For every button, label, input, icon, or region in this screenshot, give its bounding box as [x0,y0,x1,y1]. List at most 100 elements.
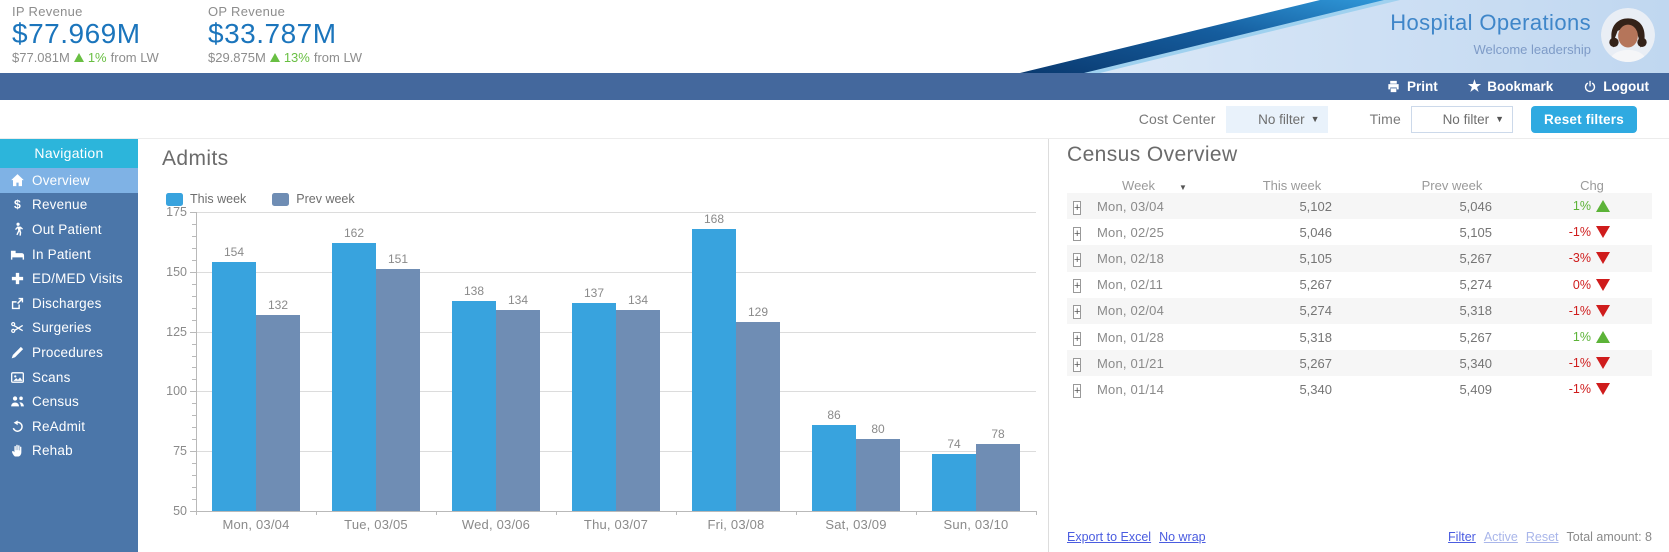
legend-swatch [272,192,290,206]
column-header-week[interactable]: Week ▼ [1097,178,1212,193]
chg-cell: 0% [1532,278,1652,292]
bookmark-button[interactable]: ★ Bookmark [1468,79,1553,94]
sidebar-item-label: Revenue [32,197,88,213]
legend-item-this-week[interactable]: This week [166,192,246,206]
bar-prev-week[interactable] [976,444,1020,511]
bar-prev-week[interactable] [736,322,780,511]
down-triangle-icon [1596,357,1610,370]
week-cell: Mon, 02/11 [1097,277,1164,293]
week-cell: Mon, 02/18 [1097,250,1165,266]
cross-icon [11,273,23,285]
expand-row-icon[interactable]: + [1073,200,1082,215]
expand-row-icon[interactable]: + [1073,252,1082,267]
avatar[interactable] [1601,8,1655,62]
expand-row-icon[interactable]: + [1073,226,1082,241]
bar-group-mon-03-04: 154 132 [196,212,316,511]
chg-value: -1% [1568,356,1591,371]
navigation-header: Navigation [0,139,138,168]
y-axis-tick [192,487,196,489]
kpi-ip-revenue: IP Revenue $77.969M $77.081M 1% from LW [12,4,159,65]
sidebar-item-readmit[interactable]: ReAdmit [0,414,138,439]
expand-row-icon[interactable]: + [1073,331,1082,346]
active-link[interactable]: Active [1483,530,1518,544]
cost-center-select[interactable]: No filter ▼ [1225,105,1328,133]
bar-this-week[interactable] [212,262,256,511]
sidebar-item-overview[interactable]: Overview [0,168,138,193]
expand-row-icon[interactable]: + [1073,279,1082,294]
this-week-cell: 5,102 [1299,198,1332,214]
bar-this-week[interactable] [932,453,976,511]
chg-cell: 1% [1532,199,1652,213]
sidebar-item-ed-med-visits[interactable]: ED/MED Visits [0,266,138,291]
expand-row-icon[interactable]: + [1073,357,1082,372]
bar-this-week[interactable] [692,229,736,511]
kpi-delta: 1% [87,50,107,65]
this-week-cell: 5,267 [1299,277,1332,293]
bar-column: 154 [212,212,256,511]
sort-caret-icon: ▼ [1179,183,1187,192]
bar-this-week[interactable] [572,302,616,511]
this-week-cell: 5,046 [1299,224,1332,240]
bar-this-week[interactable] [452,300,496,511]
this-week-cell: 5,340 [1299,381,1332,397]
bar-this-week[interactable] [812,424,856,511]
bar-value-label: 134 [627,293,649,308]
sidebar-item-surgeries[interactable]: Surgeries [0,316,138,341]
sidebar-item-discharges[interactable]: Discharges [0,291,138,316]
printer-icon [1388,80,1399,93]
column-header-chg[interactable]: Chg [1580,178,1604,193]
export-to-excel-link[interactable]: Export to Excel [1067,530,1152,544]
no-wrap-link[interactable]: No wrap [1159,530,1206,544]
week-cell: Mon, 03/04 [1097,198,1165,214]
table-row: + Mon, 01/28 5,318 5,267 1% [1067,324,1652,350]
sidebar-item-census[interactable]: Census [0,389,138,414]
bar-this-week[interactable] [332,243,376,511]
bar-prev-week[interactable] [616,310,660,511]
bar-column: 86 [812,212,856,511]
week-cell: Mon, 02/04 [1097,303,1165,319]
bar-column: 168 [692,212,736,511]
expand-row-icon[interactable]: + [1073,383,1082,398]
chg-value: -1% [1568,225,1591,240]
sidebar-item-label: Out Patient [32,221,102,237]
print-button[interactable]: Print [1386,79,1438,94]
column-header-prev-week[interactable]: Prev week [1421,178,1483,193]
sidebar-item-out-patient[interactable]: Out Patient [0,217,138,242]
kpi-label: OP Revenue [208,4,286,19]
bar-prev-week[interactable] [376,269,420,511]
y-axis-tick [190,331,196,333]
kpi-prev-value: $29.875M [208,50,266,65]
filter-bar: Cost Center No filter ▼ Time No filter ▼… [0,100,1669,139]
logout-button[interactable]: Logout [1583,79,1649,94]
y-axis-tick-label: 125 [166,324,187,339]
this-week-cell: 5,105 [1299,250,1332,266]
table-row: + Mon, 01/21 5,267 5,340 -1% [1067,350,1652,377]
x-axis-tick-label: Fri, 03/08 [707,517,765,532]
bar-prev-week[interactable] [496,310,540,511]
main-content: Navigation Overview $ Revenue Out Patient In… [0,139,1669,552]
sidebar-item-scans[interactable]: Scans [0,365,138,390]
sidebar-item-rehab[interactable]: Rehab [0,439,138,464]
reset-link[interactable]: Reset [1525,530,1559,544]
scan-icon [10,371,24,383]
reset-filters-button[interactable]: Reset filters [1531,105,1637,133]
sidebar-item-procedures[interactable]: Procedures [0,340,138,365]
legend-item-prev-week[interactable]: Prev week [272,192,355,206]
gridline-y-175 [196,212,1036,213]
y-axis-tick [192,307,196,309]
bar-prev-week[interactable] [856,439,900,511]
sidebar-item-revenue[interactable]: $ Revenue [0,193,138,218]
up-triangle-icon [1596,331,1610,344]
time-select[interactable]: No filter ▼ [1411,105,1513,133]
sidebar-item-in-patient[interactable]: In Patient [0,242,138,267]
kpi-prev-value: $77.081M [12,50,70,65]
bar-value-label: 168 [703,212,725,226]
expand-row-icon[interactable]: + [1073,305,1082,320]
bar-group-fri-03-08: 168 129 [676,212,796,511]
bar-prev-week[interactable] [256,314,300,511]
time-value: No filter [1442,111,1490,127]
bar-group-wed-03-06: 138 134 [436,212,556,511]
census-panel: Census Overview Week ▼ This week Prev wee… [1048,139,1669,552]
filter-link[interactable]: Filter [1448,530,1476,544]
column-header-this-week[interactable]: This week [1262,178,1322,193]
